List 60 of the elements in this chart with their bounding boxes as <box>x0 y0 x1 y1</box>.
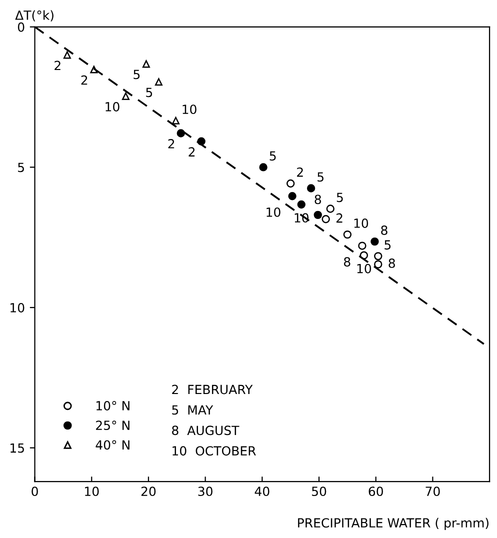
annotation: 10 <box>182 104 196 114</box>
point <box>326 204 334 213</box>
annotation: 5 <box>384 240 391 250</box>
x-tick-label: 30 <box>198 486 212 496</box>
annotation: 8 <box>388 258 395 268</box>
annotation: 5 MAY <box>172 405 214 415</box>
point <box>358 242 366 250</box>
legend-label: 25° N <box>96 420 130 430</box>
annotation: 2 FEBRUARY <box>172 384 253 394</box>
annotation: 10 <box>266 207 280 217</box>
point <box>374 260 382 268</box>
x-tick-label: 20 <box>141 486 156 496</box>
annotation: 5 <box>270 151 276 161</box>
point <box>288 192 296 200</box>
annotation: 5 <box>146 88 152 98</box>
annotation: 8 <box>381 226 388 235</box>
point <box>122 92 130 100</box>
annotation: 2 <box>168 139 174 148</box>
point <box>374 252 382 260</box>
point <box>306 184 316 192</box>
point <box>314 210 322 220</box>
annotation: 5 <box>134 70 140 80</box>
annotation: 2 <box>297 167 303 177</box>
annotation: 8 <box>314 194 321 204</box>
x-tick-label: 50 <box>312 486 326 496</box>
annotation: 10 OCTOBER <box>172 446 256 456</box>
point <box>63 51 71 59</box>
annotation: 2 <box>54 60 60 70</box>
x-tick-label: 60 <box>368 486 383 496</box>
point <box>297 200 306 209</box>
x-axis-title: PRECIPITABLE WATER ( pr-mm) <box>298 518 488 530</box>
y-tick-label: 5 <box>18 162 24 172</box>
annotation: 10 <box>106 102 120 112</box>
annotation: 5 <box>318 172 324 182</box>
y-tick-label: 15 <box>10 443 24 453</box>
annotation: 8 <box>344 257 350 267</box>
point <box>343 230 352 239</box>
x-tick-label: 10 <box>85 486 99 496</box>
point <box>142 60 150 68</box>
point <box>322 215 330 224</box>
annotation: 8 AUGUST <box>172 426 240 436</box>
annotation: 10 <box>357 264 372 274</box>
point <box>154 78 162 86</box>
legend-label: 10° N <box>96 401 130 410</box>
legend-label: 40° N <box>96 440 130 450</box>
point <box>370 237 379 246</box>
annotation: 2 <box>188 147 195 156</box>
point <box>259 163 268 172</box>
y-tick-label: 0 <box>18 22 24 32</box>
point <box>172 116 180 124</box>
point <box>286 179 295 188</box>
x-tick-label: 0 <box>32 486 38 496</box>
annotation: 2 <box>81 75 88 85</box>
y-axis-title: ΔT(°k) <box>15 10 54 22</box>
annotation: 10 <box>354 218 368 228</box>
x-tick-label: 40 <box>254 486 270 496</box>
annotation: 2 <box>336 213 342 223</box>
x-tick-label: 70 <box>426 486 440 496</box>
annotation: 5 <box>336 192 343 202</box>
y-tick-label: 10 <box>10 302 24 312</box>
